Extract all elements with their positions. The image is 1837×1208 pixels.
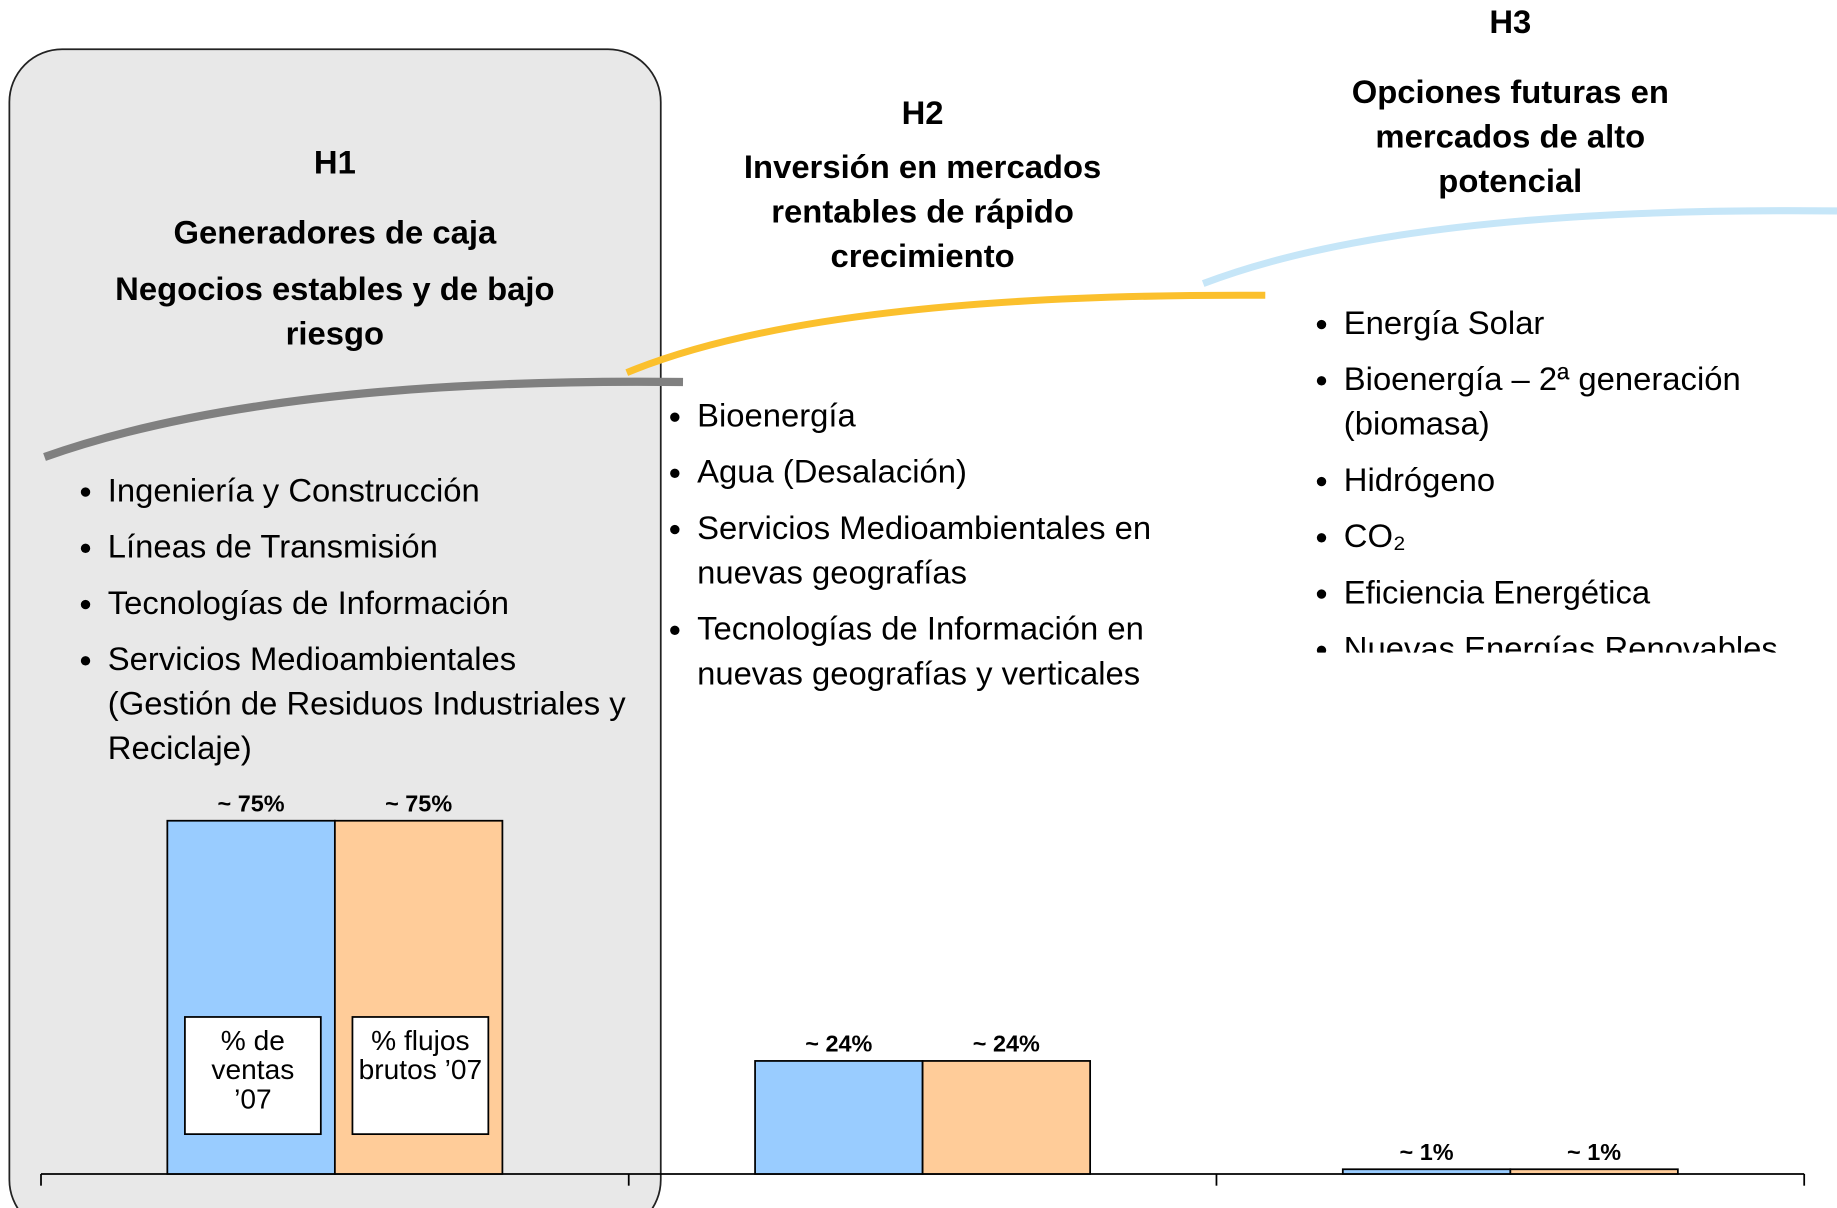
value-label: ~ 24% [805,1031,872,1057]
legend-box [184,1016,322,1136]
group-heading: H3 [1489,3,1532,40]
item: Hidrógeno [1344,458,1824,503]
value-label: ~ 75% [385,790,452,816]
group-title: Opciones futuras en mercados de alto pot… [1351,73,1669,200]
bar [754,1060,924,1175]
group-label: H2 [901,94,944,132]
legend-entry: % flujos brutos ’07 [358,1026,483,1087]
group-title-text: Inversión en mercados rentables de rápid… [743,148,1102,275]
item: Energía Solar [1344,301,1824,346]
group-title-text: Generadores de caja [173,214,497,251]
bar [1509,1168,1679,1175]
item: Tecnologías de Información [108,581,647,626]
value-label: ~ 75% [218,790,285,816]
h1-curve [43,377,684,461]
legend-entry: % de ventas ’07 [211,1026,295,1116]
bar [921,1060,1092,1175]
item: Servicios Medioambientales (Gestión de R… [108,637,647,771]
item: Bioenergía [697,394,1224,439]
group-heading: H2 [901,94,944,132]
item: Servicios Medioambientales en nuevas geo… [697,506,1224,595]
item: Nuevas Energías Renovables [1344,627,1824,652]
item-list: Bioenergía Agua (Desalación) Servicios Med… [662,394,1224,745]
legend-box [351,1016,490,1136]
item: Bioenergía – 2ª generación (biomasa) [1344,357,1824,446]
legend-text: % de ventas ’07 [211,1026,295,1116]
items: Bioenergía Agua (Desalación) Servicios Med… [662,394,1224,696]
item: Eficiencia Energética [1344,571,1824,616]
value-label: ~ 1% [1400,1139,1454,1165]
item-list: Ingeniería y Construcción Líneas de Trans… [73,469,647,820]
value-label: ~ 1% [1567,1139,1621,1165]
item: Líneas de Transmisión [108,525,647,570]
h3-curve [1201,207,1837,287]
item: CO₂ [1344,514,1824,559]
group-label: H1 [313,144,356,181]
group-subtitle: Negocios estables y de bajo riesgo [115,270,555,352]
item-list: Energía Solar Bioenergía – 2ª generación … [1309,301,1824,652]
legend-text: % flujos brutos ’07 [358,1026,483,1087]
group-title-text: Opciones futuras en mercados de alto pot… [1351,73,1669,200]
group-title: Generadores de caja [173,214,497,251]
h2-curve [625,291,1266,376]
bar [1341,1168,1512,1175]
group-label: H3 [1489,3,1532,40]
item: Agua (Desalación) [697,450,1224,495]
item: Tecnologías de Información en nuevas geo… [697,607,1224,696]
group-heading: H1 [313,144,356,181]
item: Ingeniería y Construcción [108,469,647,514]
items: Energía Solar Bioenergía – 2ª generación … [1309,301,1824,653]
value-label: ~ 24% [973,1031,1040,1057]
group-subtitle-text: Negocios estables y de bajo riesgo [115,270,555,352]
group-title: Inversión en mercados rentables de rápid… [743,148,1102,275]
items: Ingeniería y Construcción Líneas de Trans… [73,469,647,771]
